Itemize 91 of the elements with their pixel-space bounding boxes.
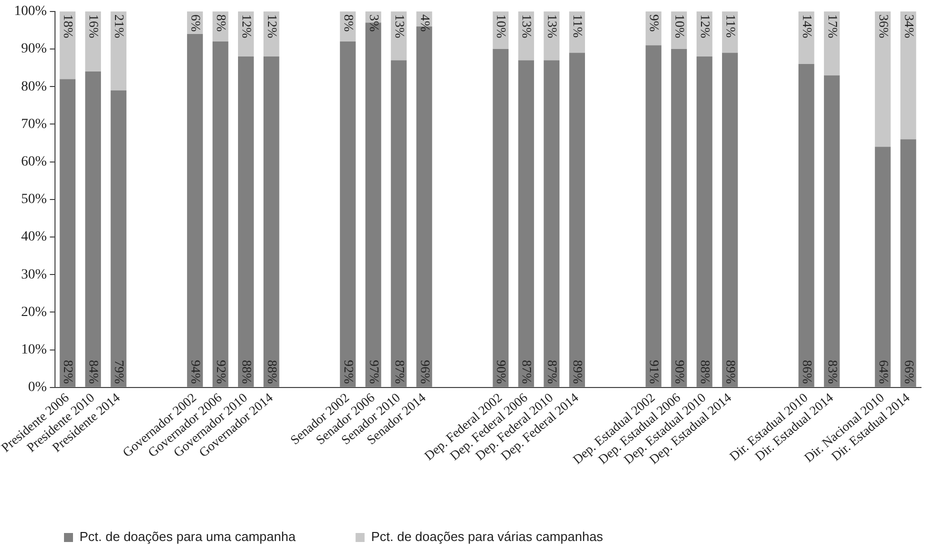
y-tick-label: 70% [21,116,48,132]
data-label: 88% [264,360,280,384]
bar [390,60,407,387]
data-label: 84% [86,360,102,384]
bar [722,11,738,53]
bar [518,60,534,387]
data-label: 64% [876,360,892,384]
y-tick-label: 0% [28,380,48,396]
bar [544,60,560,387]
bar [671,49,687,387]
y-tick-label: 80% [21,79,48,94]
bar [824,75,840,387]
data-label: 11% [570,14,586,38]
bar [722,52,738,387]
data-label: 13% [545,14,560,38]
bar [492,49,509,387]
bar [85,11,101,72]
bar [340,41,356,387]
data-label: 12% [239,14,254,38]
data-label: 21% [112,14,128,38]
y-tick-label: 30% [21,267,48,282]
bar [900,139,916,387]
data-label: 8% [341,14,356,32]
data-label: 13% [392,14,408,38]
data-label: 12% [264,14,280,38]
y-tick-label: 90% [21,42,48,57]
data-label: 89% [724,360,739,384]
data-label: 97% [366,360,382,384]
bar [212,41,228,387]
data-label: 96% [418,360,433,384]
data-label: 90% [494,360,510,384]
data-label: 87% [392,360,408,384]
bar [569,11,585,53]
data-label: 14% [800,14,815,38]
data-label: 87% [545,360,560,384]
bar [60,79,76,387]
bar [60,11,76,80]
y-tick-label: 100% [14,4,48,20]
bar [110,11,126,90]
data-label: 91% [647,360,662,384]
y-tick-label: 40% [21,230,48,245]
bar [900,11,916,140]
data-label: 79% [112,360,128,384]
bar [110,90,126,387]
data-label: 18% [61,14,76,38]
data-label: 87% [520,360,535,384]
data-label: 92% [214,360,230,384]
bar [696,56,712,387]
y-tick-label: 10% [21,342,48,358]
bar [518,11,534,60]
bar [798,11,814,64]
data-label: 3% [366,14,382,32]
data-label: 8% [214,14,230,32]
data-label: 86% [800,360,815,384]
data-label: 13% [520,14,535,38]
data-label: 17% [825,14,840,38]
data-label: 16% [86,14,102,38]
bar [85,72,101,387]
data-label: 83% [825,360,840,384]
data-label: 12% [698,14,714,38]
data-label: 94% [188,360,204,384]
bar [187,34,203,387]
data-label: 11% [724,14,739,38]
data-label: 66% [902,360,917,384]
legend-label: Pct. de doações para várias campanhas [371,529,604,544]
y-tick-label: 20% [21,304,48,320]
bar [798,64,814,387]
data-label: 4% [418,14,433,32]
data-label: 34% [902,14,917,38]
data-label: 10% [672,14,688,38]
bar [238,56,254,387]
bar [824,11,840,76]
data-label: 88% [239,360,254,384]
bar [569,52,585,387]
data-label: 9% [647,14,662,32]
data-label: 36% [876,14,892,38]
bar [874,146,891,387]
bar [646,45,662,387]
data-label: 88% [698,360,714,384]
data-label: 90% [672,360,688,384]
bar [874,11,891,147]
y-tick-label: 50% [21,192,48,208]
data-label: 82% [61,360,76,384]
data-label: 6% [188,14,204,32]
bar [263,56,280,387]
data-label: 92% [341,360,356,384]
legend-label: Pct. de doações para uma campanha [80,529,296,544]
data-label: 10% [494,14,510,38]
bar [544,11,560,60]
y-tick-label: 60% [21,154,48,170]
data-label: 89% [570,360,586,384]
